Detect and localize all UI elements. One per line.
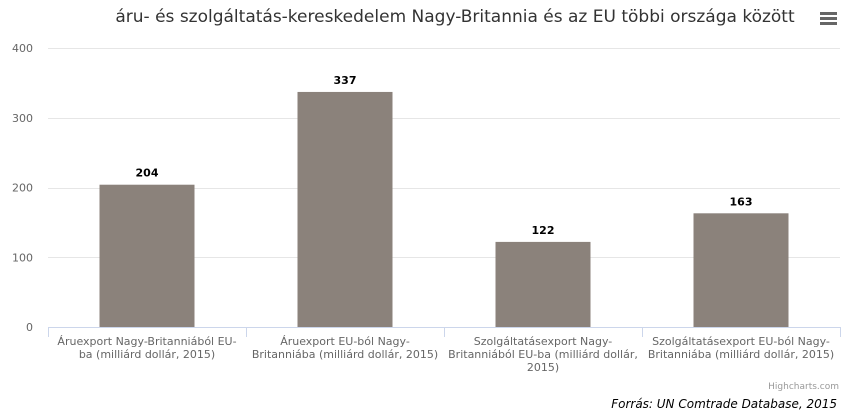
y-tick-label: 0 [26,321,33,334]
chart-title: áru- és szolgáltatás-kereskedelem Nagy-B… [115,7,795,27]
data-label: 163 [730,195,753,208]
bar[interactable] [693,213,789,327]
x-axis [48,327,841,337]
credits-link[interactable]: Highcharts.com [768,382,839,392]
y-tick-label: 100 [12,251,33,264]
bar[interactable] [495,241,591,327]
data-label: 122 [532,224,555,237]
bar[interactable] [99,184,195,327]
data-labels: 204 337 122 163 [136,74,753,237]
x-axis-category-labels: Áruexport Nagy-Britanniából EU-ba (milli… [57,335,834,374]
source-note: Forrás: UN Comtrade Database, 2015 [611,397,837,411]
bars [99,91,789,327]
data-label: 204 [136,167,159,180]
y-tick-label: 200 [12,182,33,195]
data-label: 337 [334,74,357,87]
x-category-label: Szolgáltatásexport EU-ból Nagy-Britanniá… [648,335,834,361]
y-tick-label: 400 [12,42,33,55]
x-category-label: Szolgáltatásexport Nagy-Britanniából EU-… [448,335,638,374]
y-axis-tick-labels: 0 100 200 300 400 [12,42,33,334]
x-category-label: Áruexport Nagy-Britanniából EU-ba (milli… [57,335,236,361]
x-category-label: Áruexport EU-ból Nagy-Britanniába (milli… [252,335,438,361]
menu-icon[interactable] [818,8,840,28]
y-tick-label: 300 [12,112,33,125]
bar[interactable] [297,91,393,327]
